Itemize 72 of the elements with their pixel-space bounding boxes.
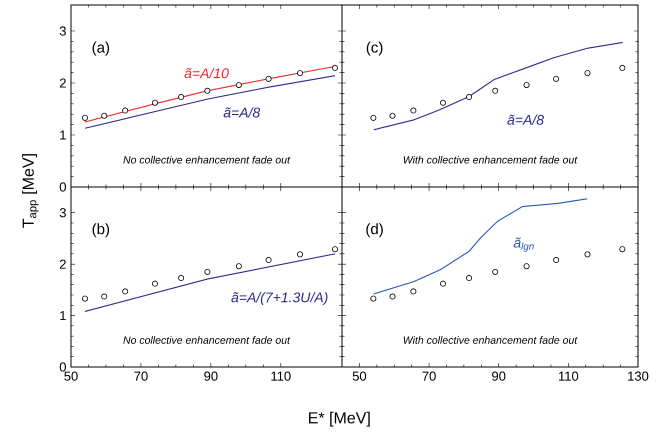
point — [440, 280, 446, 287]
annotation: (c) — [366, 42, 382, 56]
point — [152, 280, 158, 287]
point — [410, 108, 416, 114]
point — [619, 246, 626, 252]
point — [82, 296, 88, 302]
x-tick-label: 70 — [422, 372, 436, 381]
point — [297, 70, 304, 76]
y-tick-label: 0 — [60, 182, 66, 192]
annotation: ã=A/8 — [507, 114, 544, 125]
x-tick-label: 90 — [492, 372, 506, 381]
point — [492, 88, 498, 94]
point — [297, 251, 304, 258]
point — [236, 82, 242, 88]
x-tick-label: 90 — [204, 372, 218, 381]
annotation: ã=A/10 — [184, 68, 229, 78]
point — [101, 294, 108, 300]
point — [390, 112, 396, 119]
annotation: ã=A/(7+1.3U/A) — [231, 292, 328, 306]
annotation: No collective enhancement fade out — [123, 336, 290, 344]
y-tick-label: 1 — [60, 130, 66, 140]
annotation: ã$_{lgn}$ — [514, 237, 534, 252]
point — [122, 288, 128, 294]
point — [178, 275, 184, 282]
point — [122, 108, 128, 114]
point — [466, 94, 472, 100]
y-tick-label: 3 — [60, 208, 66, 218]
point — [553, 76, 560, 82]
annotation: With collective enhancement fade out — [404, 156, 578, 164]
annotation: (b) — [92, 223, 110, 238]
annotation: No collective enhancement fade out — [123, 156, 290, 164]
y-tick-label: 3 — [60, 26, 66, 36]
annotation: (a) — [92, 42, 110, 56]
point — [82, 114, 88, 121]
x-tick-label: 50 — [64, 372, 78, 381]
x-tick-label: 110 — [271, 372, 291, 381]
point — [524, 82, 530, 88]
point — [440, 100, 446, 106]
y-tick-label: 1 — [60, 311, 66, 320]
x-tick-label: 70 — [134, 372, 148, 381]
point — [101, 112, 108, 119]
annotation: (d) — [366, 223, 383, 238]
annotation: With collective enhancement fade out — [404, 336, 578, 344]
point — [204, 268, 210, 275]
point — [332, 246, 338, 252]
x-tick-label: 50 — [352, 372, 366, 381]
y-tick-label: 2 — [60, 260, 66, 269]
x-axis-title: E* [MeV] — [309, 412, 370, 427]
x-tick-label: 110 — [558, 372, 578, 381]
y-tick-label: 2 — [60, 78, 66, 88]
y-tick-label: 0 — [60, 362, 66, 372]
point — [332, 64, 338, 71]
y-axis-title: T$_{app}$ [MeV] — [22, 154, 39, 228]
point — [266, 76, 272, 82]
point — [370, 296, 376, 302]
x-tick-label: 130 — [628, 372, 648, 381]
point — [466, 275, 472, 282]
point — [178, 94, 184, 100]
point — [204, 88, 210, 94]
point — [584, 251, 591, 258]
point — [619, 64, 626, 71]
annotation: ã=A/8 — [224, 107, 260, 118]
point — [410, 288, 416, 294]
point — [584, 70, 591, 76]
point — [152, 100, 158, 106]
point — [553, 257, 560, 264]
point — [524, 263, 530, 270]
point — [390, 294, 396, 300]
point — [236, 263, 242, 270]
point — [266, 257, 272, 264]
point — [492, 268, 498, 275]
point — [370, 114, 376, 121]
